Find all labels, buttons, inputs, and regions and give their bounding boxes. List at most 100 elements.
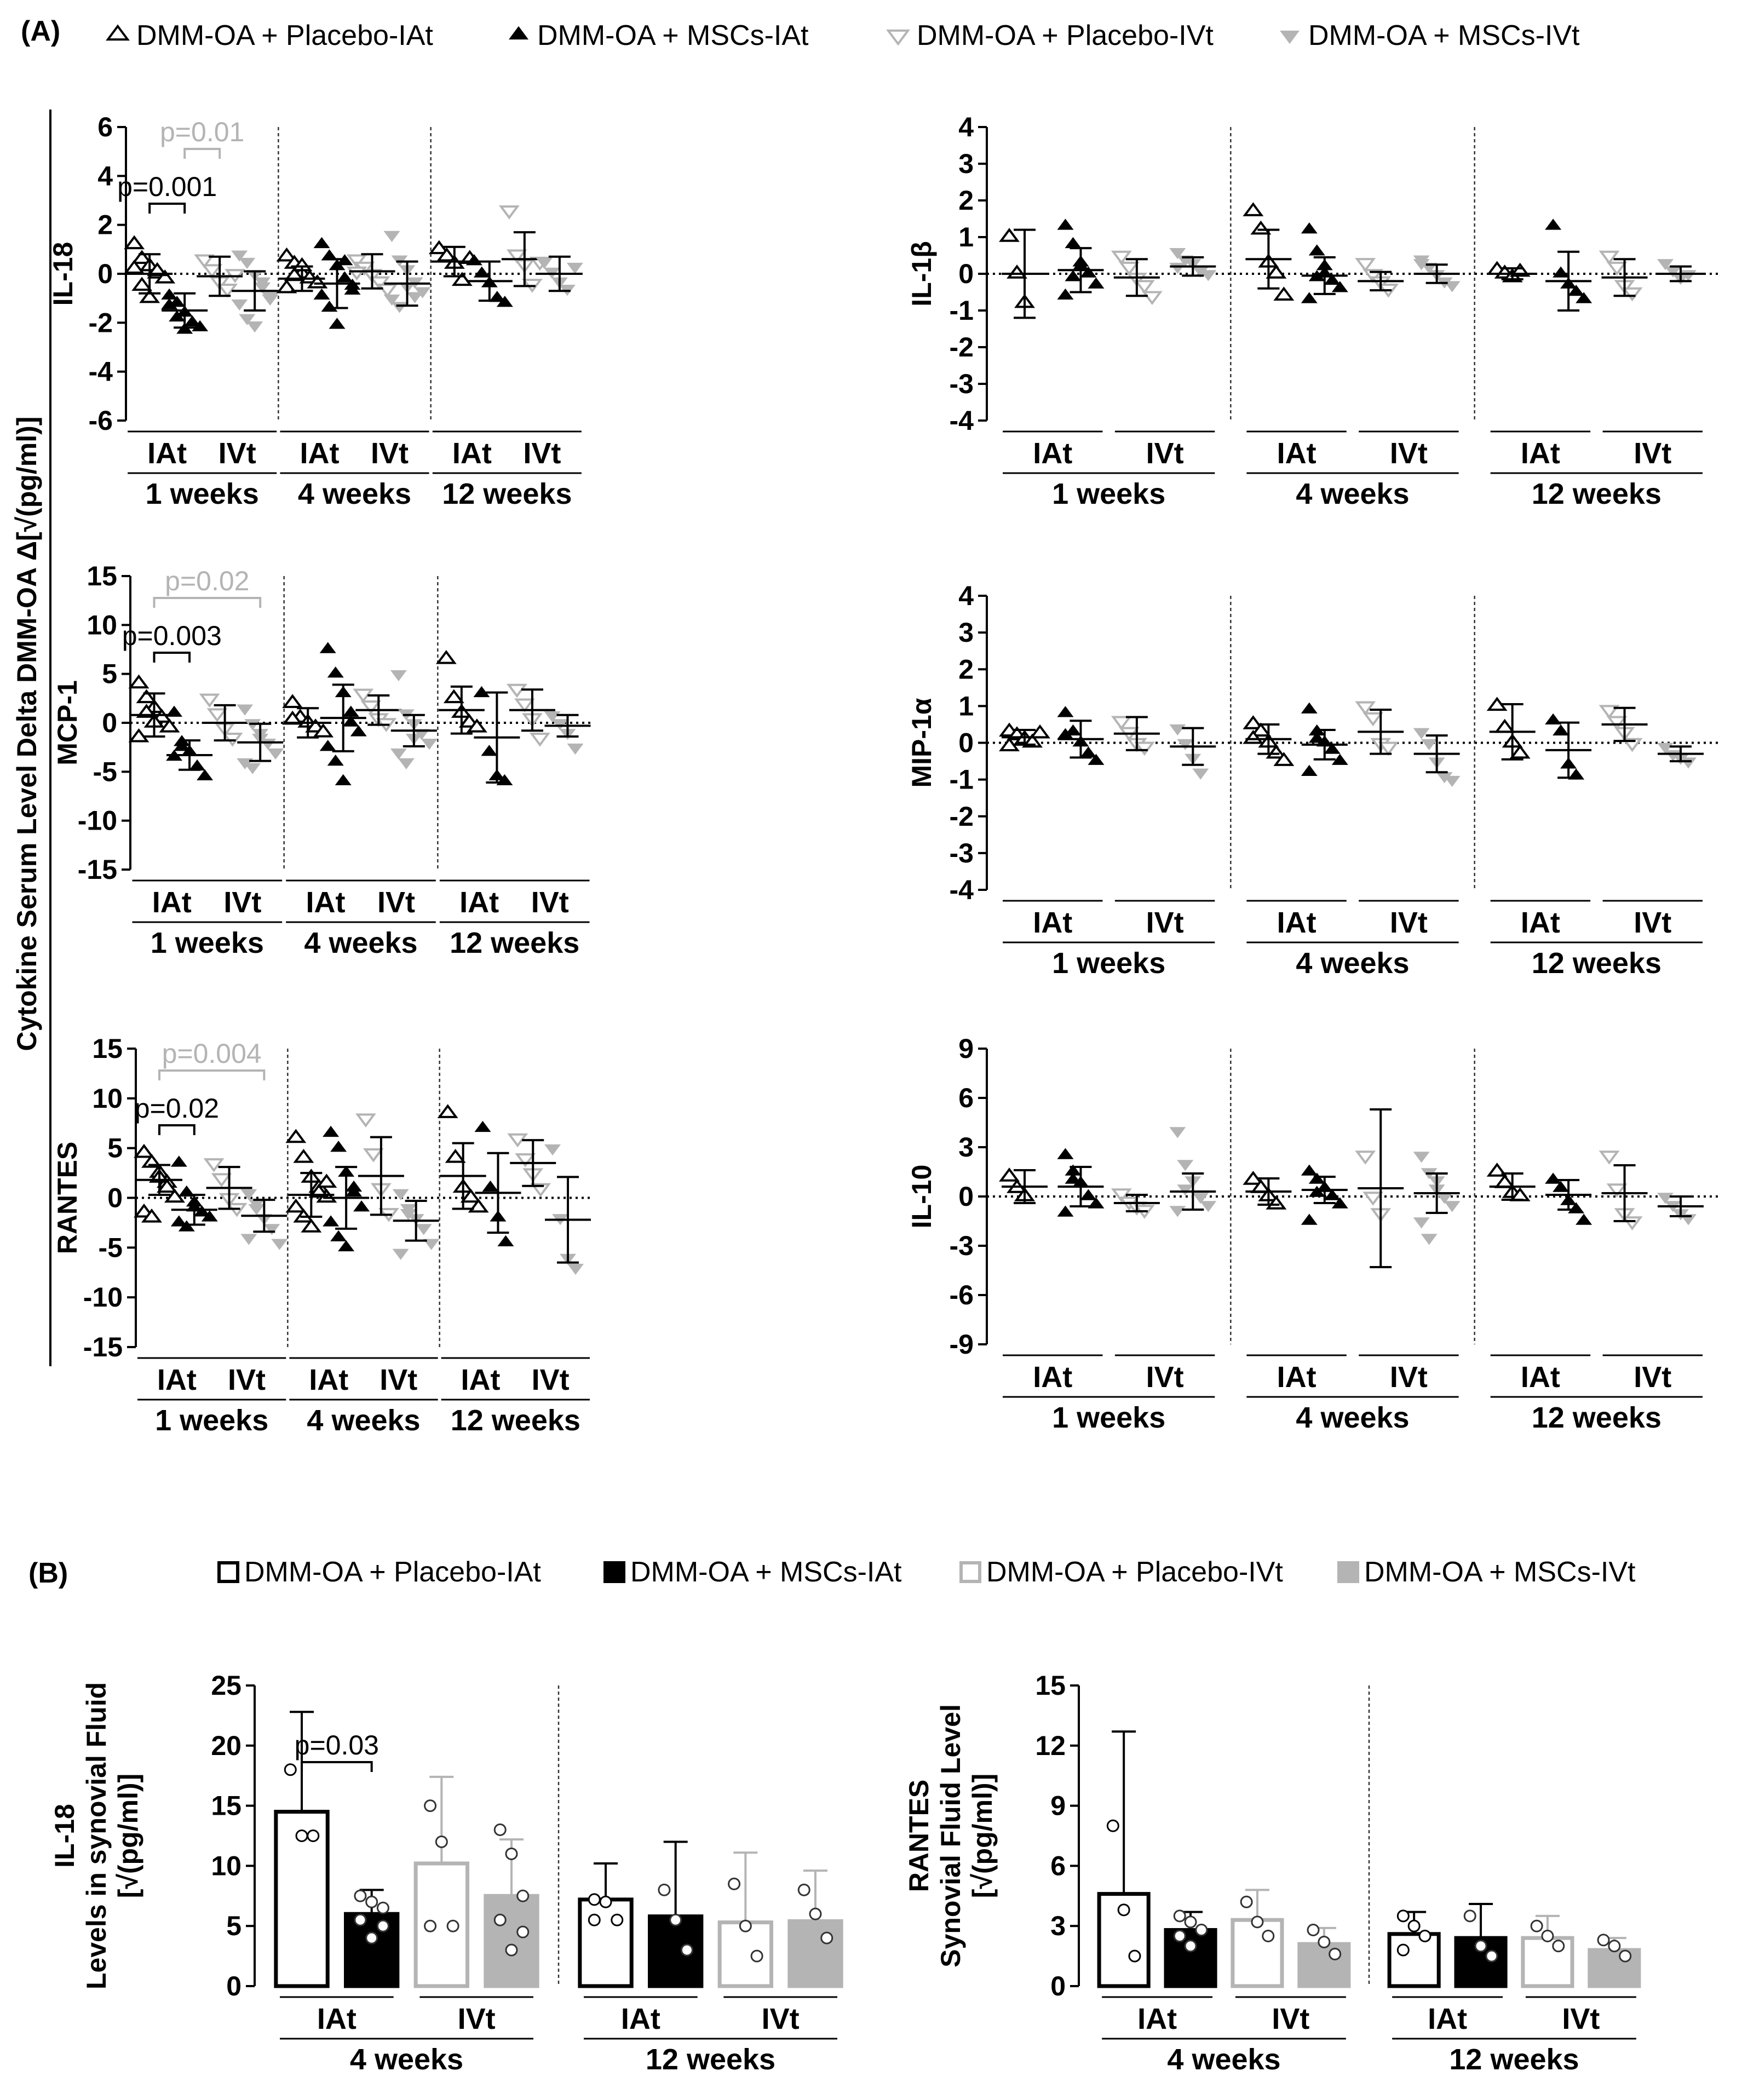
data-point bbox=[321, 301, 338, 312]
route-label: IVt bbox=[1390, 1361, 1428, 1394]
data-point bbox=[139, 289, 160, 303]
y-tick-label: 20 bbox=[211, 1730, 242, 1761]
timepoint-label: 12 weeks bbox=[1532, 477, 1661, 510]
data-point bbox=[1331, 753, 1348, 765]
data-point bbox=[1494, 718, 1515, 733]
legend-b: DMM-OA + Placebo-IAt DMM-OA + MSCs-IAt DMM… bbox=[217, 1556, 1636, 1588]
y-tick-label: -15 bbox=[78, 854, 117, 885]
data-point bbox=[1485, 1949, 1498, 1963]
timepoint-label: 1 weeks bbox=[146, 477, 259, 510]
data-point bbox=[1608, 1940, 1621, 1953]
data-point bbox=[1057, 288, 1074, 300]
route-label: IAt bbox=[1277, 437, 1316, 470]
data-point bbox=[239, 314, 256, 325]
data-point bbox=[383, 294, 400, 306]
route-label: IAt bbox=[1428, 2003, 1467, 2035]
route-label: IAt bbox=[306, 886, 345, 919]
group-Placebo-IVt bbox=[203, 1158, 252, 1217]
timepoint-label: 1 weeks bbox=[1052, 947, 1165, 980]
data-point bbox=[246, 321, 263, 333]
charts: -6 -4 -2 0 2 4 6 IL-18 p=0.001 p=0.01 IAt IVt 1 week… bbox=[48, 112, 1718, 2076]
data-point bbox=[199, 693, 220, 708]
y-tick-label: 10 bbox=[92, 1083, 123, 1114]
chart-IL-18: -6 -4 -2 0 2 4 6 IL-18 p=0.001 p=0.01 IAt IVt 1 week… bbox=[48, 112, 583, 510]
data-point bbox=[493, 1913, 507, 1926]
significance-0: p=0.03 bbox=[295, 1730, 379, 1772]
y-tick-label: 6 bbox=[97, 112, 113, 142]
y-tick-label: 0 bbox=[226, 1971, 242, 2001]
group-Placebo-IVt bbox=[346, 253, 398, 298]
data-point bbox=[271, 1239, 288, 1250]
y-axis-label: RANTES bbox=[52, 1142, 83, 1255]
group-Placebo-IVt bbox=[1599, 705, 1648, 752]
y-tick-label: 15 bbox=[1035, 1670, 1066, 1701]
route-label: IAt bbox=[157, 1363, 197, 1396]
timepoint-label: 1 weeks bbox=[1052, 1401, 1165, 1434]
data-point bbox=[1545, 713, 1562, 724]
data-point bbox=[423, 1239, 440, 1250]
data-point bbox=[1576, 1213, 1592, 1225]
data-point bbox=[1169, 262, 1186, 274]
significance-label: p=0.001 bbox=[117, 171, 217, 202]
data-point bbox=[680, 1943, 693, 1957]
data-point bbox=[473, 266, 490, 278]
route-label: IAt bbox=[461, 1363, 501, 1396]
group-MSCs-IAt bbox=[1454, 1902, 1508, 1988]
route-label: IVt bbox=[1146, 437, 1184, 470]
data-point bbox=[445, 1148, 466, 1163]
y-tick-label: 5 bbox=[107, 1133, 123, 1164]
data-point bbox=[254, 277, 271, 289]
data-point bbox=[1530, 1919, 1543, 1932]
data-point bbox=[1324, 273, 1341, 285]
group-MSCs-IVt bbox=[392, 1189, 440, 1260]
data-point bbox=[496, 296, 513, 307]
group-MSCs-IAt bbox=[1545, 713, 1592, 780]
timepoint-label: 4 weeks bbox=[350, 2043, 463, 2076]
group-Placebo-IVt bbox=[413, 1775, 470, 1988]
significance-bracket bbox=[153, 597, 262, 608]
data-point bbox=[505, 1943, 518, 1957]
data-point bbox=[1301, 1213, 1318, 1225]
data-point bbox=[1118, 261, 1140, 276]
data-point bbox=[293, 1148, 314, 1163]
group-MSCs-IVt bbox=[1297, 1924, 1351, 1988]
significance-label: p=0.02 bbox=[135, 1093, 219, 1124]
group-MSCs-IVt bbox=[544, 1144, 591, 1275]
y-tick-label: 15 bbox=[87, 561, 117, 591]
data-point bbox=[588, 1893, 601, 1906]
y-tick-label: -4 bbox=[950, 405, 974, 436]
route-label: IVt bbox=[228, 1363, 266, 1396]
significance-0: p=0.02 bbox=[135, 1093, 219, 1135]
y-tick-label: 3 bbox=[958, 1132, 974, 1163]
data-point bbox=[1318, 1935, 1331, 1948]
timepoint-label: 1 weeks bbox=[151, 927, 264, 959]
legend-a-marker-1 bbox=[509, 26, 528, 40]
panel-a-header: (A) DMM-OA + Placebo-IAt DMM-OA + MSCs-IA… bbox=[21, 15, 1580, 51]
data-point bbox=[1080, 266, 1097, 278]
route-label: IVt bbox=[1146, 1361, 1184, 1394]
significance-bracket bbox=[183, 148, 221, 159]
data-point bbox=[124, 260, 145, 274]
data-point bbox=[1177, 1160, 1194, 1171]
data-point bbox=[400, 1209, 417, 1221]
data-point bbox=[1553, 1181, 1569, 1192]
data-point bbox=[1057, 1148, 1074, 1159]
significance-label: p=0.01 bbox=[160, 117, 244, 147]
route-label: IAt bbox=[459, 886, 499, 919]
data-point bbox=[239, 257, 256, 269]
group-Placebo-IAt bbox=[274, 1711, 330, 1988]
data-point bbox=[1444, 1201, 1461, 1212]
y-axis-label: IL-1β bbox=[906, 241, 937, 306]
data-point bbox=[820, 1931, 833, 1944]
y-axis-label-line-2: [√(pg/ml)] bbox=[113, 1774, 143, 1898]
data-point bbox=[1553, 266, 1569, 278]
data-point bbox=[482, 1180, 499, 1192]
data-point bbox=[1301, 1164, 1318, 1176]
bar bbox=[787, 1919, 843, 1988]
route-label: IVt bbox=[762, 2003, 800, 2035]
bar bbox=[1297, 1942, 1351, 1988]
data-point bbox=[1200, 1201, 1217, 1212]
route-label: IVt bbox=[1390, 437, 1428, 470]
group-Placebo-IAt bbox=[1243, 202, 1295, 301]
y-axis-label-line-1: Synovial Fluid Level bbox=[935, 1704, 966, 1967]
